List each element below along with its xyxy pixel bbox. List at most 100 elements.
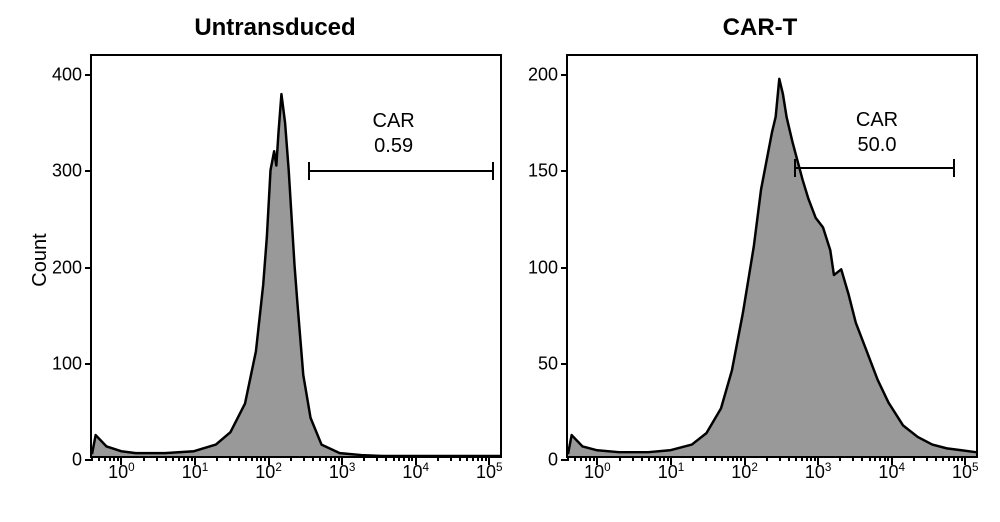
x-minor-tick-mark (187, 456, 189, 461)
x-minor-tick-mark (788, 456, 790, 461)
x-minor-tick-mark (795, 456, 797, 461)
gate-cap-right-untransduced (492, 162, 494, 180)
y-tick-label: 0 (72, 450, 82, 471)
y-tick-label: 400 (52, 65, 82, 86)
histogram-untransduced (92, 56, 500, 456)
x-minor-tick-mark (408, 456, 410, 461)
x-minor-tick-mark (98, 456, 100, 461)
x-minor-tick-mark (363, 456, 365, 461)
x-minor-tick-mark (238, 456, 240, 461)
x-minor-tick-mark (472, 456, 474, 461)
x-minor-tick-mark (942, 456, 944, 461)
y-tick-label: 200 (52, 257, 82, 278)
x-minor-tick-mark (403, 456, 405, 461)
x-minor-tick-mark (393, 456, 395, 461)
y-tick-mark (85, 74, 92, 76)
panel-title-cart: CAR-T (680, 14, 840, 42)
x-minor-tick-mark (165, 456, 167, 461)
x-tick-label: 105 (952, 462, 979, 483)
x-minor-tick-mark (580, 456, 582, 461)
x-minor-tick-mark (290, 456, 292, 461)
x-minor-tick-mark (156, 456, 158, 461)
x-minor-tick-mark (721, 456, 723, 461)
x-minor-tick-mark (659, 456, 661, 461)
x-minor-tick-mark (727, 456, 729, 461)
x-minor-tick-mark (143, 456, 145, 461)
x-minor-tick-mark (191, 456, 193, 461)
x-minor-tick-mark (334, 456, 336, 461)
y-tick-label: 50 (538, 353, 558, 374)
y-tick-label: 100 (528, 257, 558, 278)
x-tick-label: 100 (108, 462, 135, 483)
x-minor-tick-mark (385, 456, 387, 461)
x-minor-tick-mark (926, 456, 928, 461)
x-minor-tick-mark (117, 456, 119, 461)
x-minor-tick-mark (216, 456, 218, 461)
x-minor-tick-mark (839, 456, 841, 461)
y-axis-label: Count (29, 233, 52, 286)
x-minor-tick-mark (481, 456, 483, 461)
x-minor-tick-mark (104, 456, 106, 461)
gate-name: CAR (856, 109, 898, 131)
y-tick-mark (561, 170, 568, 172)
x-minor-tick-mark (485, 456, 487, 461)
x-minor-tick-mark (260, 456, 262, 461)
x-tick-label: 105 (476, 462, 503, 483)
x-minor-tick-mark (178, 456, 180, 461)
x-minor-tick-mark (245, 456, 247, 461)
x-minor-tick-mark (477, 456, 479, 461)
gate-name: CAR (373, 110, 415, 132)
y-tick-mark (561, 363, 568, 365)
y-tick-label: 200 (528, 65, 558, 86)
gate-bar-untransduced (309, 170, 493, 172)
x-minor-tick-mark (779, 456, 781, 461)
x-minor-tick-mark (887, 456, 889, 461)
x-minor-tick-mark (740, 456, 742, 461)
x-minor-tick-mark (303, 456, 305, 461)
x-minor-tick-mark (398, 456, 400, 461)
x-minor-tick-mark (256, 456, 258, 461)
gate-value: 0.59 (374, 135, 413, 157)
x-minor-tick-mark (948, 456, 950, 461)
x-minor-tick-mark (732, 456, 734, 461)
figure: Count Untransduced CAR 0.59 010020030040… (10, 10, 990, 512)
x-minor-tick-mark (705, 456, 707, 461)
x-minor-tick-mark (692, 456, 694, 461)
x-minor-tick-mark (879, 456, 881, 461)
panel-cart: CAR 50.0 050100150200100101102103104105 (566, 54, 978, 458)
y-tick-mark (85, 267, 92, 269)
x-minor-tick-mark (861, 456, 863, 461)
x-minor-tick-mark (766, 456, 768, 461)
x-minor-tick-mark (654, 456, 656, 461)
x-minor-tick-mark (593, 456, 595, 461)
y-tick-label: 0 (548, 450, 558, 471)
x-minor-tick-mark (229, 456, 231, 461)
y-tick-mark (561, 74, 568, 76)
panel-title-untransduced: Untransduced (160, 14, 390, 42)
panel-untransduced: CAR 0.59 0100200300400100101102103104105 (90, 54, 502, 458)
y-tick-label: 100 (52, 353, 82, 374)
x-minor-tick-mark (319, 456, 321, 461)
x-minor-tick-mark (338, 456, 340, 461)
x-tick-label: 102 (255, 462, 282, 483)
gate-cap-left-untransduced (308, 162, 310, 180)
x-minor-tick-mark (619, 456, 621, 461)
x-minor-tick-mark (801, 456, 803, 461)
x-minor-tick-mark (806, 456, 808, 461)
x-minor-tick-mark (109, 456, 111, 461)
x-minor-tick-mark (450, 456, 452, 461)
x-minor-tick-mark (935, 456, 937, 461)
x-minor-tick-mark (632, 456, 634, 461)
x-minor-tick-mark (641, 456, 643, 461)
x-tick-label: 103 (329, 462, 356, 483)
gate-value: 50.0 (858, 134, 897, 156)
y-tick-mark (561, 267, 568, 269)
x-minor-tick-mark (264, 456, 266, 461)
x-minor-tick-mark (663, 456, 665, 461)
x-minor-tick-mark (589, 456, 591, 461)
x-minor-tick-mark (884, 456, 886, 461)
x-minor-tick-mark (91, 456, 93, 461)
x-minor-tick-mark (913, 456, 915, 461)
x-minor-tick-mark (953, 456, 955, 461)
x-minor-tick-mark (874, 456, 876, 461)
